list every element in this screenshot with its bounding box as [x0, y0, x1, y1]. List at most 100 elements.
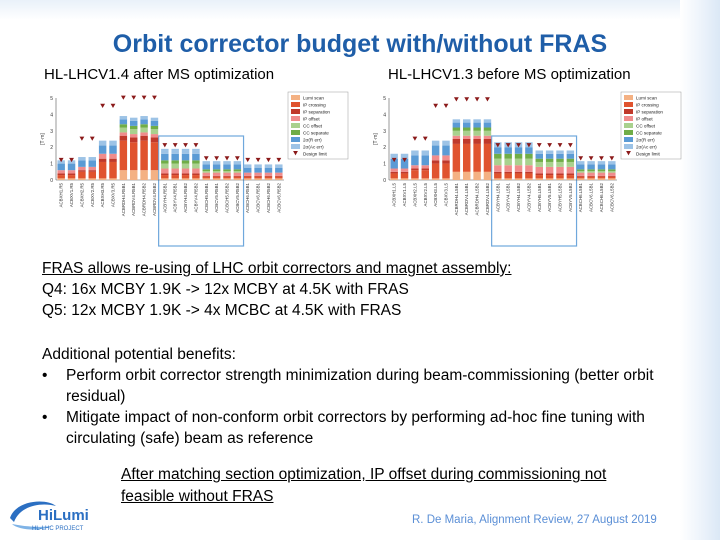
- bar-segment: [597, 175, 606, 177]
- bar-segment: [264, 178, 273, 180]
- bar-segment: [171, 160, 179, 164]
- x-tick-label: ACBYV5.L5B2: [568, 182, 573, 211]
- design-limit-marker: [131, 95, 137, 100]
- x-tick-label: ACBRDH4.R5B2: [142, 182, 147, 216]
- bar-segment: [587, 164, 595, 170]
- legend-entry: 2σ(Ac err): [303, 145, 324, 150]
- bar-segment: [140, 132, 148, 136]
- legend-entry: IP crossing: [636, 103, 659, 108]
- right-decorative-band: [680, 0, 720, 540]
- x-tick-label: ACBYH5.L5B1: [537, 182, 542, 212]
- bar-segment: [452, 122, 461, 128]
- bar-segment: [192, 148, 200, 154]
- bar-segment: [140, 116, 148, 120]
- bar-segment: [483, 122, 492, 128]
- bar-segment: [421, 170, 430, 179]
- bar-segment: [545, 150, 554, 154]
- bar-segment: [525, 178, 533, 180]
- bar-segment: [223, 170, 231, 173]
- bar-segment: [576, 178, 585, 180]
- bar-segment: [171, 178, 179, 180]
- benefit-item: • Perform orbit corrector strength minim…: [42, 365, 682, 407]
- bar-segment: [129, 125, 138, 130]
- bar-segment: [452, 139, 461, 144]
- design-limit-marker: [567, 143, 573, 148]
- bar-segment: [494, 165, 502, 172]
- bar-segment: [243, 164, 252, 168]
- legend-entry: CC separate: [636, 131, 662, 136]
- bar-segment: [181, 160, 190, 164]
- bar-segment: [140, 124, 148, 128]
- bar-segment: [556, 178, 564, 180]
- y-tick-label: 5: [50, 96, 53, 102]
- x-tick-label: ACBYV4.L5B1: [506, 182, 511, 211]
- bar-segment: [161, 178, 169, 180]
- bar-segment: [608, 164, 616, 170]
- bar-segment: [411, 168, 419, 171]
- bar-segment: [233, 161, 242, 165]
- bar-segment: [608, 172, 616, 176]
- bullet-marker: •: [42, 367, 48, 384]
- x-tick-label: ACBYH4.R5B1: [162, 182, 167, 212]
- design-limit-marker: [224, 156, 230, 161]
- bar-segment: [140, 127, 148, 133]
- bar-segment: [390, 153, 398, 159]
- bar-segment: [109, 158, 117, 162]
- bar-segment: [233, 176, 242, 179]
- y-tick-label: 3: [50, 129, 53, 135]
- bar-segment: [525, 173, 533, 179]
- bar-segment: [171, 153, 179, 161]
- bar-segment: [243, 176, 252, 179]
- legend-swatch: [293, 151, 298, 156]
- bar-segment: [556, 166, 564, 174]
- bar-segment: [202, 170, 211, 173]
- bar-segment: [566, 166, 575, 174]
- design-limit-marker: [516, 143, 521, 148]
- bar-segment: [150, 129, 159, 135]
- bar-segment: [98, 178, 107, 180]
- bar-segment: [421, 155, 430, 166]
- x-tick-label: ACBRDV4.R5B2: [152, 182, 157, 216]
- bar-segment: [150, 137, 159, 143]
- x-tick-label: ACBCV5.R5B2: [235, 182, 240, 212]
- x-tick-label: ACBCV6.L5B1: [589, 182, 594, 212]
- bar-segment: [57, 173, 65, 176]
- bar-segment: [442, 155, 450, 161]
- x-tick-label: ACBCH6.R5B1: [245, 182, 250, 213]
- legend-swatch: [626, 151, 631, 156]
- bar-segment: [129, 137, 138, 143]
- bar-segment: [254, 175, 262, 177]
- bar-segment: [442, 145, 450, 156]
- bar-segment: [431, 155, 440, 161]
- legend-swatch: [624, 109, 633, 114]
- bar-segment: [109, 178, 117, 180]
- bar-segment: [525, 147, 533, 154]
- subtitle-right: HL-LHCV1.3 before MS optimization: [388, 66, 631, 83]
- x-tick-label: ACBYH4.L5B1: [495, 182, 500, 212]
- bar-segment: [57, 170, 65, 174]
- bar-segment: [608, 170, 616, 173]
- bar-segment: [483, 139, 492, 144]
- bar-segment: [202, 176, 211, 179]
- bar-segment: [88, 171, 97, 179]
- bar-segment: [212, 164, 221, 170]
- bar-segment: [608, 161, 616, 165]
- bar-segment: [442, 178, 450, 180]
- bar-segment: [473, 139, 481, 144]
- x-tick-label: ACBXH2.R5: [79, 182, 84, 207]
- bar-segment: [597, 169, 606, 171]
- design-limit-marker: [391, 157, 397, 163]
- bar-segment: [129, 142, 138, 171]
- bar-segment: [243, 172, 252, 176]
- bar-segment: [109, 145, 117, 154]
- bar-segment: [587, 170, 595, 173]
- bar-segment: [535, 173, 544, 176]
- bar-segment: [576, 172, 585, 176]
- bar-segment: [275, 164, 283, 168]
- bar-segment: [275, 167, 283, 173]
- bar-segment: [129, 134, 138, 138]
- benefit-item: • Mitigate impact of non-conform orbit c…: [42, 407, 682, 449]
- bar-segment: [452, 143, 461, 172]
- bar-segment: [78, 157, 86, 161]
- design-limit-marker: [69, 157, 74, 163]
